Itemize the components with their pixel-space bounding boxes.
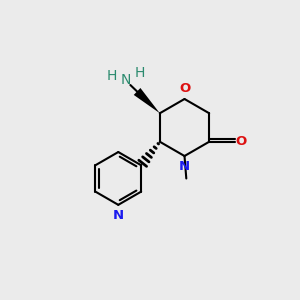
Text: O: O bbox=[179, 82, 190, 95]
Text: N: N bbox=[120, 73, 131, 87]
Text: O: O bbox=[236, 135, 247, 148]
Text: H: H bbox=[134, 66, 145, 80]
Polygon shape bbox=[134, 88, 160, 113]
Text: N: N bbox=[179, 160, 190, 172]
Text: H: H bbox=[106, 69, 117, 83]
Text: N: N bbox=[113, 209, 124, 222]
